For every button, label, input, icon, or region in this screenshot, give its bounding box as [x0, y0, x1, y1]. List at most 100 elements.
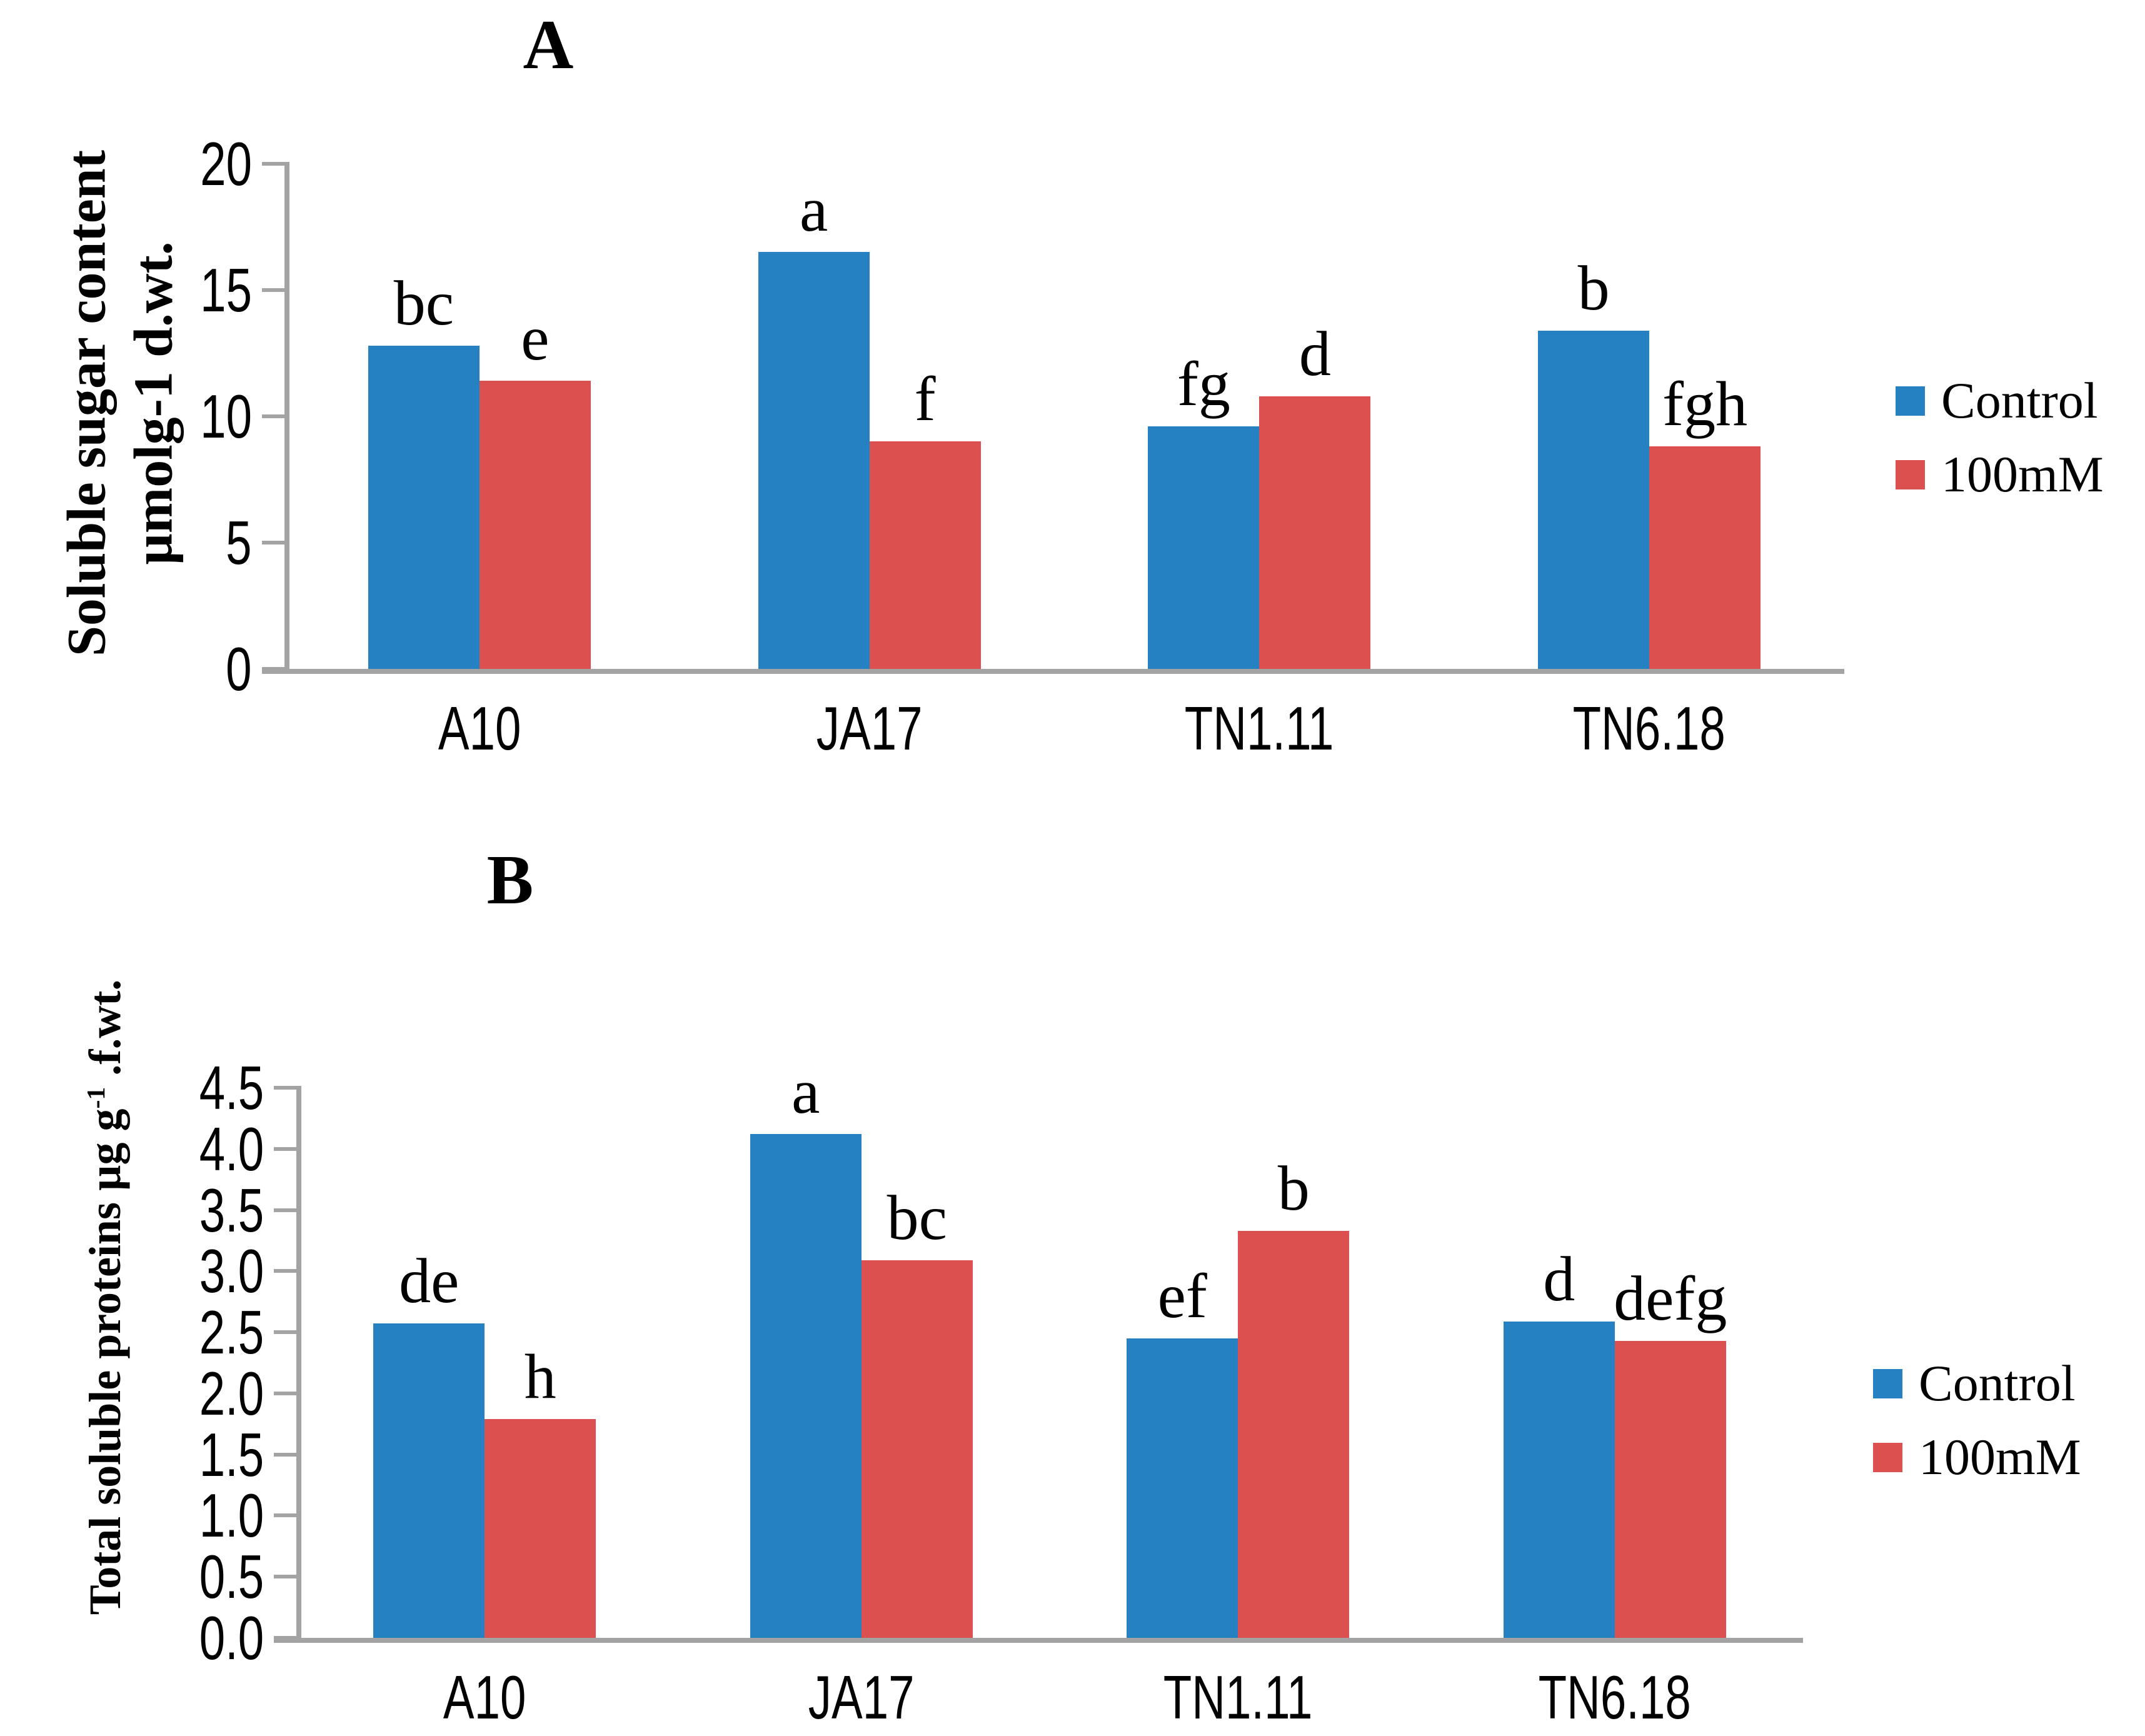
panel-a-category-labels: A10 JA17 TN1.11 TN6.18 [284, 698, 1844, 759]
panel-a-y-axis-line [284, 164, 289, 673]
y-tick-mark [274, 1391, 301, 1395]
bar-control-tn1-11: ef [1127, 1264, 1238, 1638]
y-tick-mark [274, 1575, 301, 1579]
y-tick-mark [262, 288, 289, 292]
bar-group-tn1-11: fg d [1065, 164, 1455, 669]
significance-label: d [1543, 1243, 1575, 1315]
bar-group-a10: de h [296, 1088, 673, 1638]
bar-100mm-tn1-11: b [1238, 1156, 1350, 1638]
y-tick-label: 3.0 [199, 1237, 264, 1306]
panel-b-y-axis-line [296, 1088, 301, 1642]
significance-label: defg [1614, 1263, 1727, 1334]
legend-label-100mm: 100mM [1919, 1428, 2081, 1485]
legend-swatch-control [1873, 1368, 1902, 1398]
y-tick-label: 0.5 [199, 1542, 264, 1612]
x-category-label-ja17: JA17 [808, 1663, 915, 1732]
legend-label-100mm: 100mM [1941, 446, 2104, 503]
y-tick-label: 15 [200, 256, 252, 324]
legend-item-control: Control [1873, 1358, 2081, 1409]
bar-group-tn6-18: b fgh [1454, 164, 1844, 669]
significance-label: f [914, 364, 936, 435]
x-category-label-tn1-11: TN1.11 [1185, 694, 1334, 763]
bar-100mm-ja17: f [869, 368, 981, 669]
panel-a-title: A [523, 6, 574, 84]
legend-item-control: Control [1896, 375, 2104, 426]
significance-label: a [791, 1056, 820, 1128]
significance-label: d [1299, 318, 1331, 389]
panel-b-title: B [486, 841, 534, 919]
legend-swatch-control [1896, 386, 1925, 416]
y-tick-mark [262, 414, 289, 418]
y-tick-mark [274, 1330, 301, 1335]
significance-label: b [1577, 253, 1610, 324]
significance-label: bc [887, 1182, 947, 1253]
bar-100mm-a10: h [485, 1345, 596, 1638]
y-tick-mark [274, 1146, 301, 1151]
bar-control-ja17: a [750, 1060, 862, 1638]
bar-control-a10: bc [368, 271, 480, 669]
bar-100mm-tn1-11: d [1259, 322, 1371, 669]
significance-label: fgh [1662, 369, 1748, 440]
bar-control-ja17: a [758, 178, 870, 669]
legend-label-control: Control [1919, 1355, 2076, 1412]
y-tick-mark [274, 1513, 301, 1518]
bar-100mm-a10: e [479, 307, 591, 669]
panel-b-plot-area: de h a bc ef b d defg A10 JA17 TN1.11 TN6.18 0.0 0.… [199, 1057, 1803, 1728]
bar-100mm-ja17: bc [861, 1186, 973, 1638]
bar-100mm-tn6-18: defg [1614, 1267, 1727, 1638]
y-tick-label: 10 [200, 382, 252, 451]
y-tick-label: 4.5 [199, 1053, 264, 1122]
legend-label-control: Control [1941, 372, 2098, 429]
y-tick-mark [274, 1208, 301, 1212]
panel-b-legend: Control 100mM [1873, 1358, 2081, 1483]
bar-group-a10: bc e [284, 164, 675, 669]
significance-label: de [399, 1246, 460, 1317]
panel-b-bars: de h a bc ef b d defg [296, 1060, 1803, 1638]
x-category-label-ja17: JA17 [816, 694, 923, 763]
x-category-label-tn6-18: TN6.18 [1573, 694, 1726, 763]
y-tick-mark [262, 541, 289, 544]
bar-group-tn1-11: ef b [1050, 1088, 1427, 1638]
y-tick-mark [262, 667, 289, 671]
x-category-label-tn1-11: TN1.11 [1163, 1663, 1313, 1732]
y-tick-mark [274, 1086, 301, 1090]
y-tick-label: 1.0 [199, 1481, 264, 1550]
panel-a-x-axis-line [262, 669, 1844, 674]
y-tick-label: 2.0 [199, 1358, 264, 1428]
significance-label: b [1277, 1153, 1310, 1224]
significance-label: e [521, 303, 550, 374]
bar-control-tn6-18: d [1503, 1247, 1615, 1638]
x-category-label-a10: A10 [438, 694, 521, 763]
significance-label: a [799, 174, 828, 246]
y-tick-label: 2.5 [199, 1298, 264, 1367]
y-tick-label: 4.0 [199, 1114, 264, 1183]
y-tick-label: 0 [226, 635, 252, 703]
bar-control-tn1-11: fg [1148, 353, 1260, 669]
y-tick-mark [274, 1269, 301, 1273]
significance-label: h [524, 1341, 556, 1412]
y-tick-mark [274, 1452, 301, 1457]
significance-label: fg [1177, 349, 1230, 420]
y-tick-label: 0.0 [199, 1603, 264, 1672]
x-category-label-tn6-18: TN6.18 [1538, 1663, 1691, 1732]
bar-control-a10: de [373, 1250, 485, 1638]
panel-a-plot-area: bc e a f fg d b fgh A10 JA17 TN1.11 TN6.18 0 5 10 15 2… [200, 133, 1844, 759]
panel-a-y-axis-label-text: Soluble sugar content µmolg-1 d.wt. [56, 149, 184, 657]
bar-100mm-tn6-18: fgh [1649, 373, 1761, 669]
legend-swatch-100mm [1896, 459, 1925, 489]
y-tick-label: 1.5 [199, 1420, 264, 1489]
panel-a-legend: Control 100mM [1896, 375, 2104, 500]
chart-panel-b: B Total soluble proteins µg g-1 .f.wt. d… [0, 813, 2145, 1736]
legend-item-100mm: 100mM [1896, 449, 2104, 500]
panel-b-x-axis-line [274, 1638, 1803, 1643]
bar-group-ja17: a bc [673, 1060, 1050, 1638]
y-tick-mark [274, 1636, 301, 1640]
legend-swatch-100mm [1873, 1442, 1902, 1472]
panel-b-y-axis-label-text: Total soluble proteins µg g-1 .f.wt. [79, 979, 130, 1615]
y-tick-label: 3.5 [199, 1175, 264, 1245]
significance-label: bc [393, 268, 455, 339]
y-tick-label: 5 [226, 508, 252, 577]
x-category-label-a10: A10 [443, 1663, 526, 1732]
